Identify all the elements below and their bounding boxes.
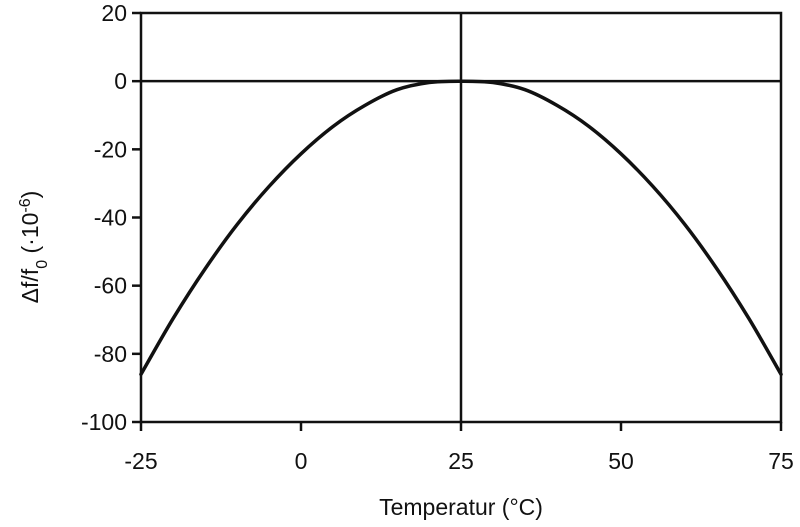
plot-area [139,11,783,424]
y-tick-label: -80 [94,341,127,367]
x-axis-ticks: -25 0 25 50 75 [124,422,794,474]
y-tick-label: 20 [101,0,127,26]
series-line [139,79,783,377]
y-tick-label: -40 [94,205,127,231]
y-axis-label: Δf/f0 (·10-6) [17,191,51,304]
x-tick-label: 50 [608,448,634,474]
x-tick-label: 0 [295,448,308,474]
x-tick-label: 25 [448,448,474,474]
y-tick-label: -20 [94,136,127,162]
y-tick-label: -60 [94,273,127,299]
y-tick-label: -100 [81,409,127,435]
x-tick-label: 75 [768,448,794,474]
y-axis-label-mid: (·10 [17,213,43,260]
y-axis-label-sub: 0 [34,260,51,269]
y-axis-label-sup: -6 [17,198,34,212]
x-axis-label: Temperatur (°C) [379,494,543,520]
y-tick-label: 0 [114,68,127,94]
y-axis-label-main: Δf/f [17,268,43,303]
x-tick-label: -25 [124,448,157,474]
y-axis-ticks: 20 0 -20 -40 -60 -80 -100 [81,0,141,435]
y-axis-label-end: ) [17,191,43,199]
